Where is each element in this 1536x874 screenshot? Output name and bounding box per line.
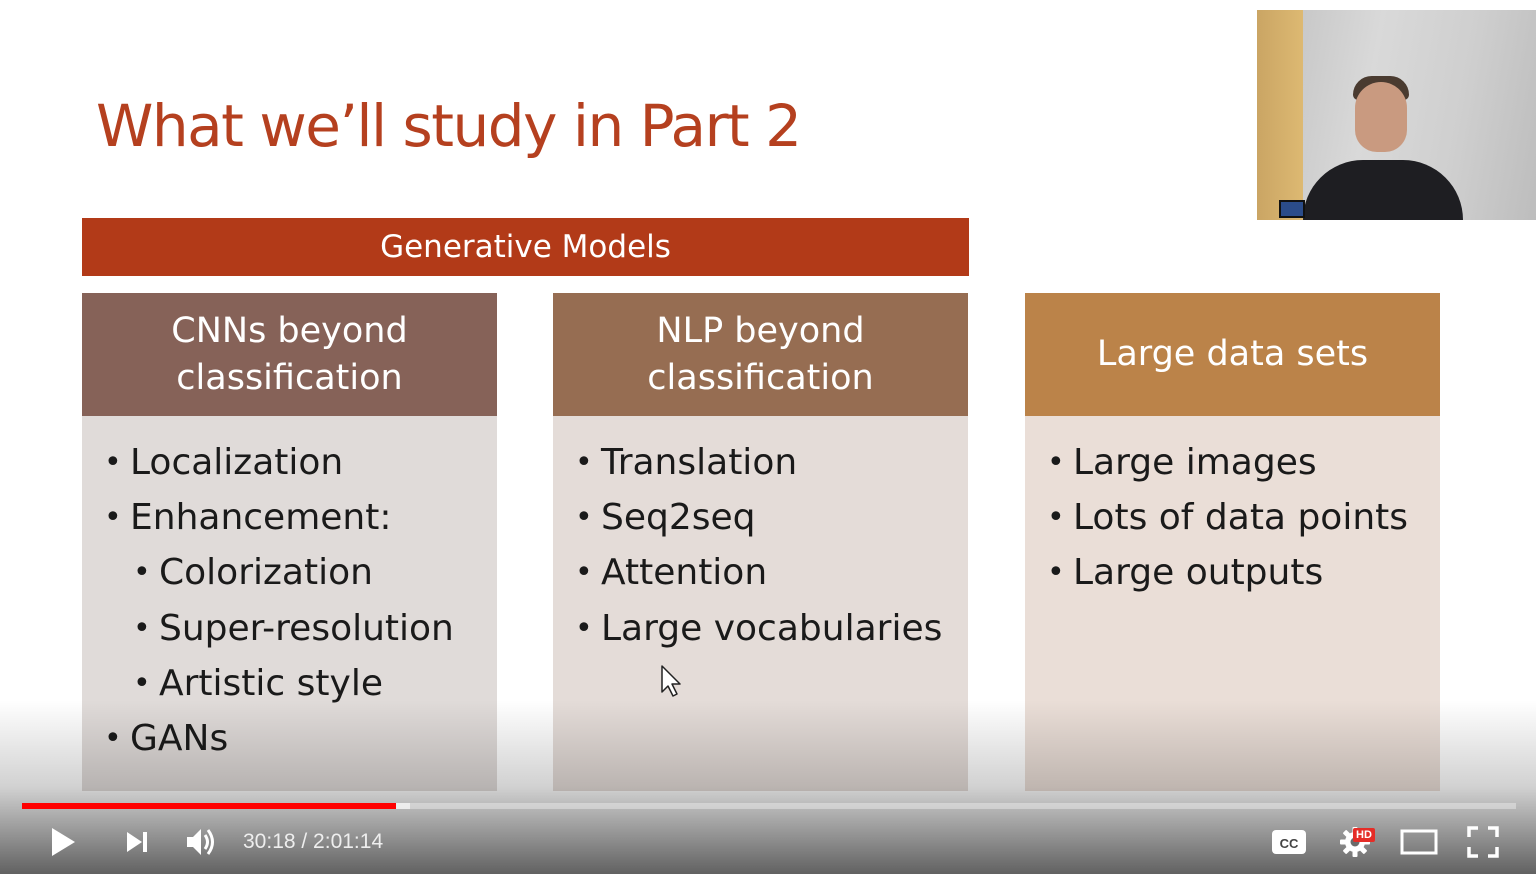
background-screen [1279, 200, 1305, 218]
progress-played [22, 803, 396, 809]
column-body: • Translation • Seq2seq • Attention • Large … [553, 416, 968, 791]
list-item: • Artistic style [82, 656, 497, 711]
theater-icon [1400, 829, 1438, 855]
settings-button[interactable] [1332, 820, 1378, 864]
list-item: • Large images [1025, 435, 1440, 490]
webcam-overlay [1257, 10, 1536, 220]
presenter-head [1355, 82, 1407, 152]
volume-button[interactable] [178, 820, 224, 864]
hd-badge: HD [1353, 828, 1375, 842]
next-button[interactable] [114, 820, 160, 864]
progress-bar[interactable] [22, 803, 1516, 809]
time-display: 30:18 / 2:01:14 [243, 820, 383, 864]
volume-icon [183, 824, 219, 860]
list-item: • Colorization [82, 545, 497, 600]
list-item: • Seq2seq [553, 490, 968, 545]
column-body: • Large images • Lots of data points • Larg… [1025, 416, 1440, 791]
theater-mode-button[interactable] [1396, 820, 1442, 864]
slide-title: What we’ll study in Part 2 [96, 92, 801, 160]
generative-models-banner: Generative Models [82, 218, 969, 276]
mouse-cursor-icon [660, 664, 684, 698]
play-icon [48, 825, 78, 859]
column-body: • Localization • Enhancement: • Colorizatio… [82, 416, 497, 791]
column-header: NLP beyond classification [553, 293, 968, 416]
cc-label: CC [1280, 836, 1299, 851]
presenter-body [1303, 160, 1463, 220]
column-large-data: Large data sets • Large images • Lots of d… [1025, 293, 1440, 791]
list-item: • Lots of data points [1025, 490, 1440, 545]
banner-label: Generative Models [380, 229, 671, 265]
column-cnns: CNNs beyond classification • Localization… [82, 293, 497, 791]
captions-button[interactable]: CC [1266, 820, 1312, 864]
fullscreen-icon [1467, 826, 1499, 858]
next-icon [123, 828, 151, 856]
column-header: Large data sets [1025, 293, 1440, 416]
play-button[interactable] [40, 820, 86, 864]
list-item: • Enhancement: [82, 490, 497, 545]
list-item: • Large outputs [1025, 545, 1440, 600]
list-item: • Large vocabularies [553, 601, 968, 656]
column-header: CNNs beyond classification [82, 293, 497, 416]
list-item: • Super-resolution [82, 601, 497, 656]
cc-icon: CC [1271, 828, 1307, 856]
list-item: • Localization [82, 435, 497, 490]
fullscreen-button[interactable] [1460, 820, 1506, 864]
list-item: • GANs [82, 711, 497, 766]
list-item: • Attention [553, 545, 968, 600]
column-nlp: NLP beyond classification • Translation •… [553, 293, 968, 791]
list-item: • Translation [553, 435, 968, 490]
background-door [1257, 10, 1303, 220]
